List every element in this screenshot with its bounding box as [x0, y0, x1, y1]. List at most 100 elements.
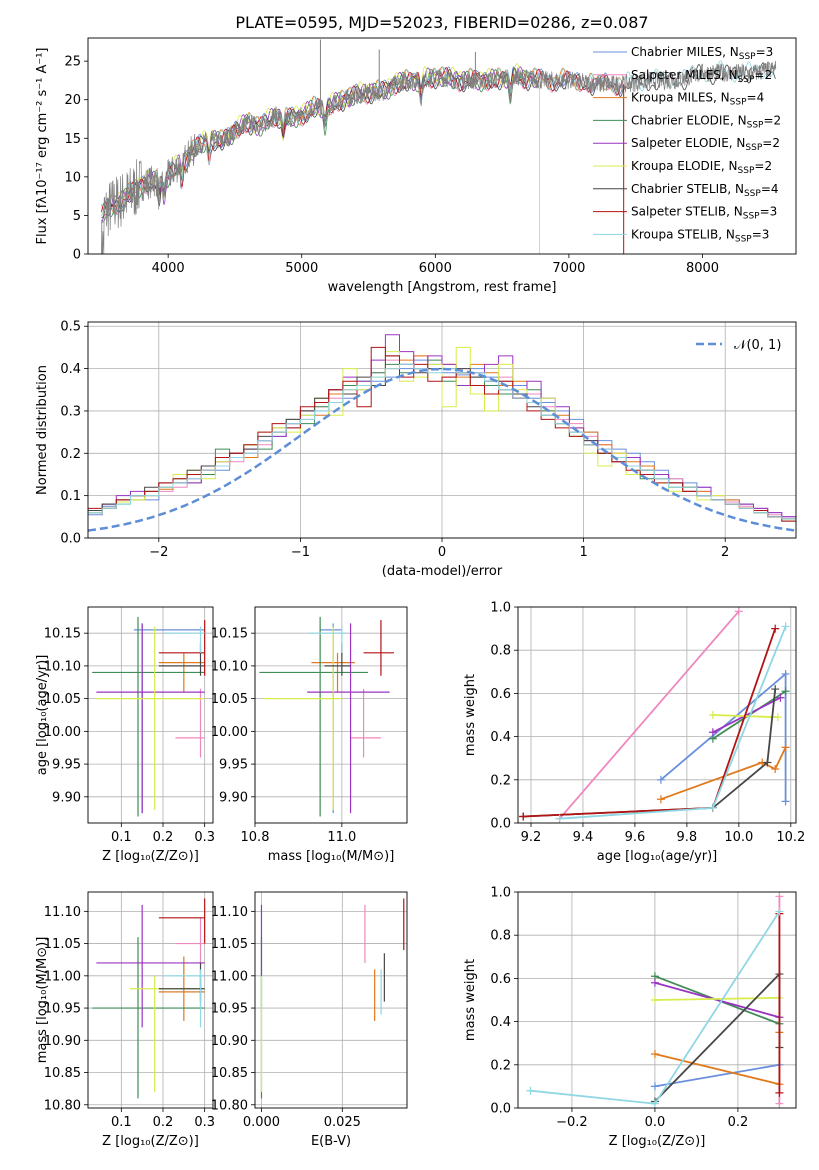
legend-subscript: SSP	[738, 166, 755, 176]
model-line	[101, 66, 624, 216]
plot-area	[519, 607, 790, 823]
axes-border	[87, 37, 797, 255]
residual-histogram	[88, 355, 796, 522]
axes-border	[517, 606, 797, 824]
y-tick-label: 1.0	[490, 886, 511, 901]
y-tick-label: 1.0	[490, 601, 511, 616]
axes-border	[87, 321, 797, 539]
legend-equals: =	[747, 91, 757, 105]
x-tick-label: 10.0	[724, 830, 753, 845]
legend-subscript: SSP	[747, 120, 764, 130]
data-point	[175, 917, 205, 963]
y-tick-label: 10.00	[211, 725, 248, 740]
x-axis-label: Z [log₁₀(Z/Z⊙)]	[609, 1134, 706, 1149]
y-tick-label: 10.95	[44, 1002, 81, 1017]
legend-label: Chabrier ELODIE, N	[631, 113, 747, 127]
legend-equals: =	[754, 68, 764, 82]
legend-entry: Chabrier MILES, NSSP=3	[631, 45, 773, 62]
weight-marker	[763, 758, 772, 767]
weight-vs-metallicity-chart: −0.2 0.0 0.2 0.0 0.2 0.4 0.6 0.8 1.0 Z [log₁₀(Z/Z…	[463, 886, 797, 1149]
y-tick-label: 11.05	[44, 937, 81, 952]
y-tick-label: 0.3	[60, 404, 81, 419]
y-tick-label: 5	[73, 209, 81, 224]
x-tick-label: 0.0	[645, 1115, 666, 1130]
plot-area	[92, 616, 206, 817]
legend-entry: Chabrier ELODIE, NSSP=2	[631, 113, 781, 130]
data-point	[307, 626, 347, 653]
y-tick-label: 10.15	[44, 627, 81, 642]
weight-marker	[708, 711, 717, 719]
x-tick-label: 0.1	[111, 830, 132, 845]
y-tick-label: 0.0	[490, 817, 511, 832]
weight-line	[660, 747, 787, 801]
weight-line	[523, 689, 777, 818]
plot-area	[101, 39, 777, 254]
data-point	[96, 623, 205, 814]
y-tick-label: 11.10	[211, 905, 248, 920]
data-point	[175, 688, 205, 758]
x-tick-label: 8000	[686, 261, 719, 276]
axes-border	[254, 606, 408, 824]
y-tick-label: 10.15	[211, 627, 248, 642]
y-tick-label: 9.90	[52, 790, 81, 805]
x-tick-label: 1	[579, 545, 587, 560]
x-axis-label: mass [log₁₀(M/M⊙)]	[268, 849, 395, 864]
y-tick-label: 0.6	[490, 972, 511, 987]
age-vs-mass-chart: 10.8 11.0 9.90 9.95 10.00 10.05 10.10 10.15 mass…	[211, 606, 408, 864]
residuals-chart: −2 −1 0 1 2 0.0 0.1 0.2 0.3 0.4 0.5 (data-model)/er…	[35, 320, 797, 579]
data-point	[129, 975, 205, 1092]
axes-frame: 0.000 0.025 10.80 10.85 10.90 10.95 11.00 11.05…	[211, 891, 408, 1149]
axes-frame: 9.2 9.4 9.6 9.8 10.0 10.2 0.0 0.2 0.4 0.6 0.8 1.0 ag…	[463, 601, 805, 865]
legend-subscript: SSP	[739, 52, 756, 62]
x-tick-label: −0.2	[556, 1115, 588, 1130]
axes-frame: −0.2 0.0 0.2 0.0 0.2 0.4 0.6 0.8 1.0 Z [log₁₀(Z/Z…	[463, 886, 797, 1149]
legend-count: 2	[764, 159, 772, 173]
y-tick-label: 0.2	[490, 1058, 511, 1073]
y-axis-label: Flux [fλ10⁻¹⁷ erg cm⁻² s⁻¹ A⁻¹]	[35, 48, 50, 245]
weight-marker	[781, 622, 790, 631]
data-point	[163, 969, 205, 1028]
legend-equals: =	[756, 45, 766, 59]
x-tick-label: 4000	[152, 261, 185, 276]
x-tick-label: 0.2	[153, 830, 174, 845]
weight-marker	[781, 797, 790, 806]
x-tick-label: 0.2	[153, 1115, 174, 1130]
legend-entry: Kroupa MILES, NSSP=4	[631, 91, 764, 108]
weight-line	[654, 996, 780, 1001]
axes-border	[87, 891, 214, 1109]
y-tick-label: 10.85	[44, 1066, 81, 1081]
x-tick-label: 0.3	[194, 1115, 215, 1130]
x-tick-label: 0.1	[111, 1115, 132, 1130]
weight-marker	[776, 693, 785, 702]
y-tick-label: 0.2	[60, 447, 81, 462]
x-axis-label: wavelength [Angstrom, rest frame]	[328, 280, 557, 295]
weight-line	[559, 626, 787, 820]
weight-marker	[771, 765, 780, 773]
y-tick-label: 0.8	[490, 644, 511, 659]
legend-count: 2	[774, 113, 782, 127]
y-tick-label: 10.80	[44, 1098, 81, 1113]
data-point	[158, 620, 206, 676]
weight-marker	[775, 907, 784, 916]
x-axis-label: E(B-V)	[311, 1134, 351, 1149]
y-tick-label: 0.0	[60, 532, 81, 547]
x-tick-label: −1	[291, 545, 310, 560]
mass-vs-ebv-chart: 0.000 0.025 10.80 10.85 10.90 10.95 11.00 11.05…	[211, 891, 408, 1149]
y-tick-label: 10.10	[211, 659, 248, 674]
y-tick-label: 0.2	[490, 773, 511, 788]
y-tick-label: 0	[73, 248, 81, 263]
y-tick-label: 15	[64, 132, 81, 147]
x-axis-label: (data-model)/error	[382, 564, 503, 579]
y-tick-label: 0.6	[490, 687, 511, 702]
y-tick-label: 10.90	[44, 1034, 81, 1049]
model-line	[101, 66, 624, 216]
axes-border	[517, 891, 797, 1109]
y-axis-label: mass [log₁₀(M/M⊙)]	[35, 937, 50, 1064]
data-point	[92, 616, 205, 817]
legend-label: Kroupa MILES, N	[631, 91, 730, 105]
legend-subscript: SSP	[744, 189, 761, 199]
legend-count: 3	[770, 205, 778, 219]
x-tick-label: 6000	[419, 261, 452, 276]
data-point	[158, 898, 206, 944]
y-tick-label: 11.05	[211, 937, 248, 952]
